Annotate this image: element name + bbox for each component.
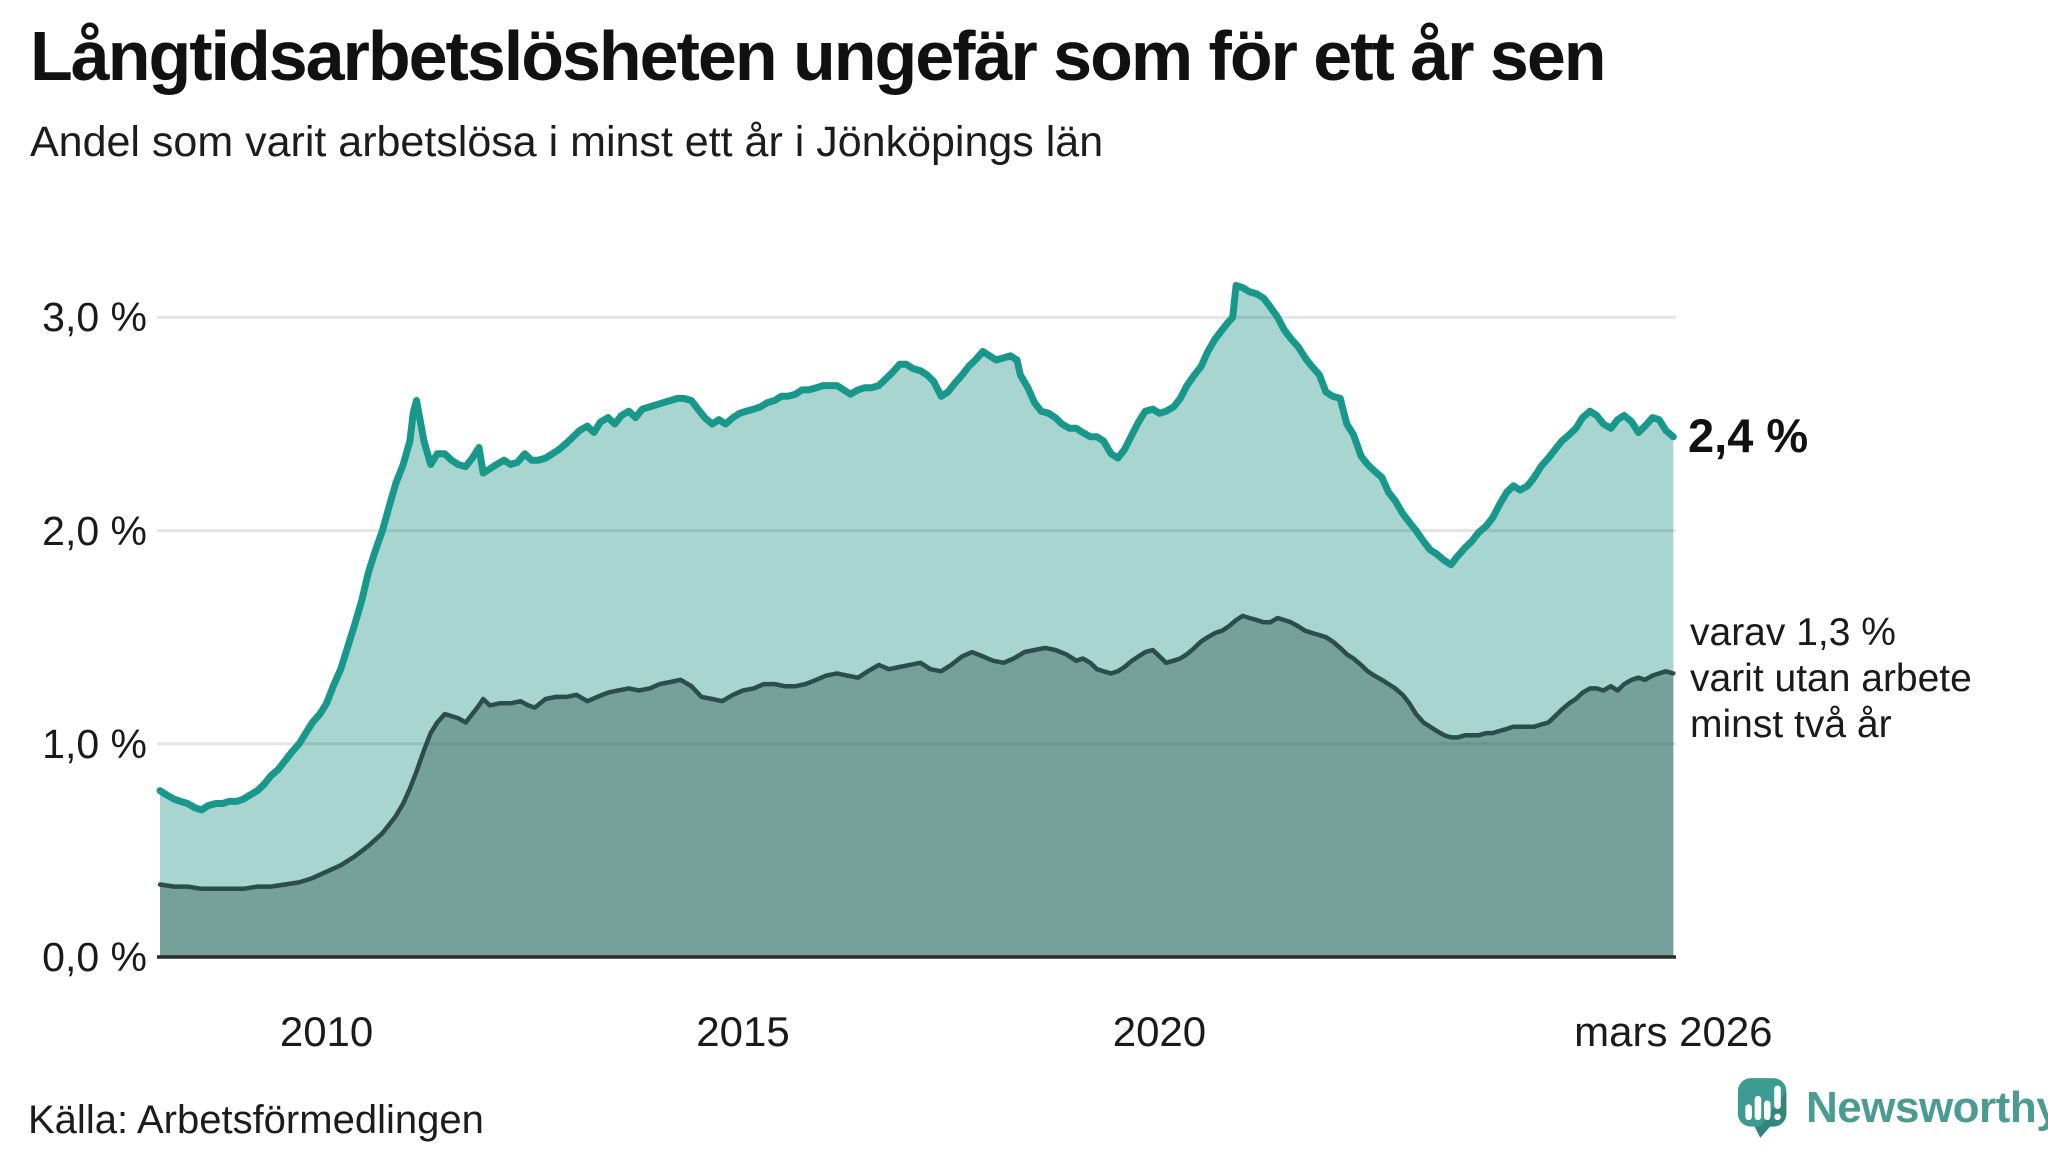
x-tick-label: mars 2026 bbox=[1574, 1008, 1773, 1055]
annotation-line: varit utan arbete bbox=[1690, 657, 1972, 700]
annotation-line: varav 1,3 % bbox=[1690, 611, 1896, 654]
series-line bbox=[156, 281, 1677, 814]
newsworthy-logo-icon bbox=[1736, 1076, 1792, 1140]
source-attribution: Källa: Arbetsförmedlingen bbox=[28, 1098, 484, 1142]
x-tick-label: 2020 bbox=[1112, 1008, 1207, 1055]
series-2-area bbox=[160, 615, 1674, 957]
series2-annotation: varav 1,3 % varit utan arbete minst två … bbox=[1690, 610, 1972, 748]
y-tick-label: 0,0 % bbox=[42, 934, 147, 980]
x-tick-label: 2015 bbox=[696, 1008, 790, 1055]
y-tick-label: 2,0 % bbox=[42, 507, 147, 554]
y-tick-label: 1,0 % bbox=[42, 720, 147, 767]
page-subtitle: Andel som varit arbetslösa i minst ett å… bbox=[30, 118, 1104, 166]
newsworthy-logo: Newsworthy bbox=[1736, 1076, 2048, 1140]
y-tick-label: 3,0 % bbox=[42, 294, 147, 341]
series-line bbox=[157, 613, 1676, 892]
series1-end-value-label: 2,4 % bbox=[1688, 409, 1809, 462]
newsworthy-logo-text: Newsworthy bbox=[1806, 1083, 2048, 1132]
page-title: Långtidsarbetslösheten ungefär som för e… bbox=[30, 17, 1607, 95]
annotation-line: minst två år bbox=[1690, 703, 1892, 746]
x-tick-label: 2010 bbox=[279, 1008, 374, 1055]
